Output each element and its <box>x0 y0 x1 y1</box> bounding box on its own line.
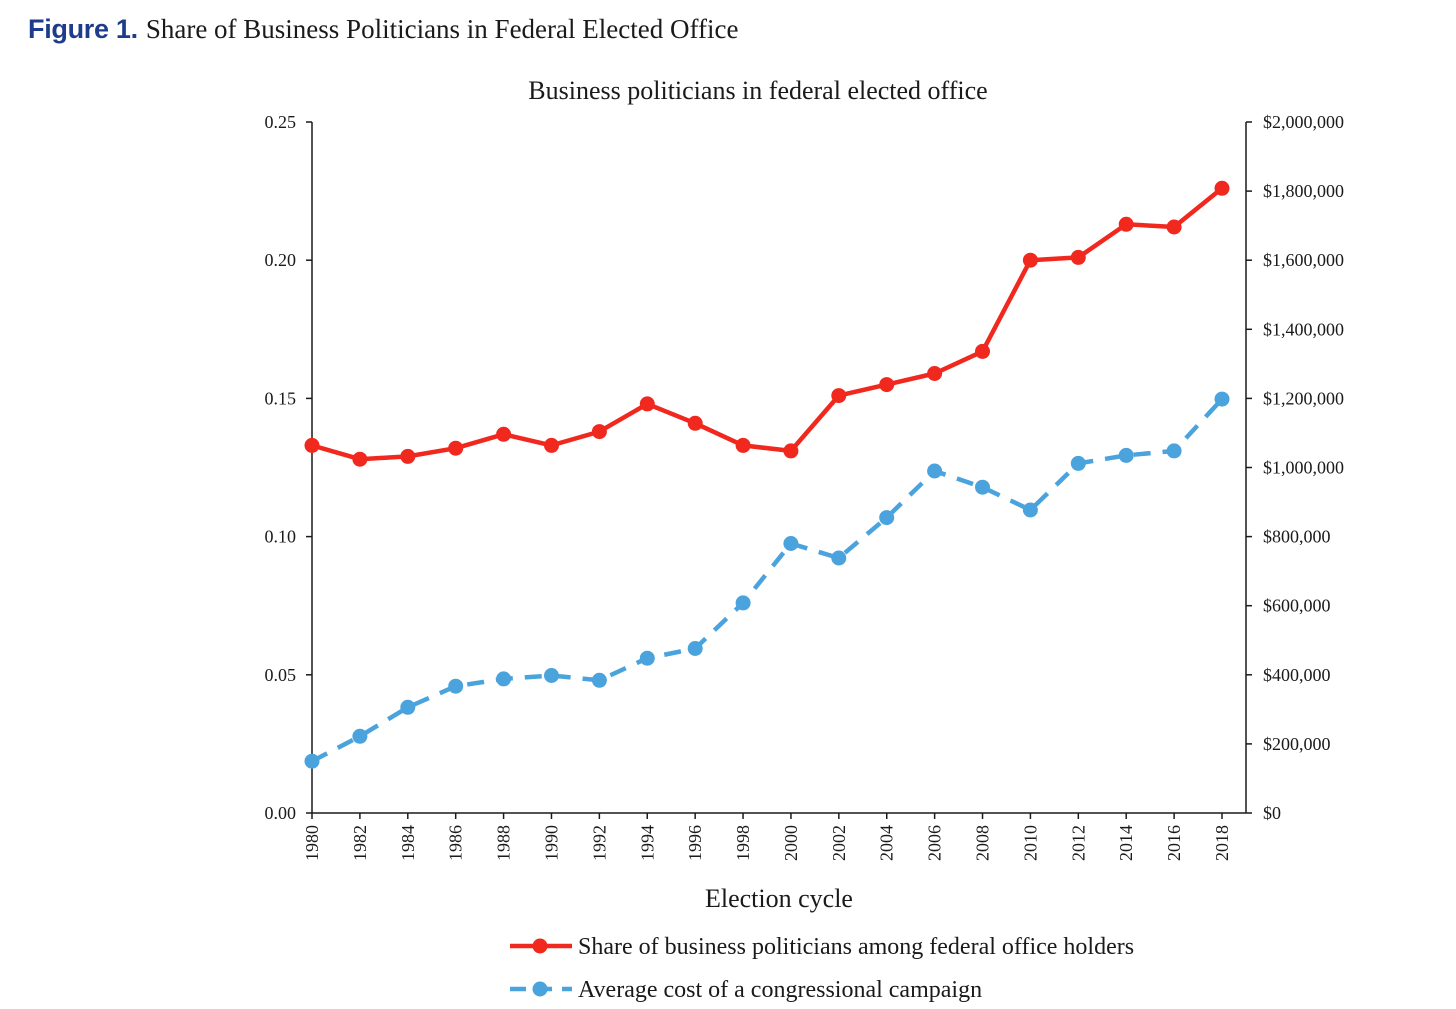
chart-title: Business politicians in federal elected … <box>528 76 987 105</box>
y-tick-label-left: 0.00 <box>265 803 297 823</box>
x-tick-label: 1996 <box>685 825 705 861</box>
axes: 0.00 0.05 0.10 0.15 0.20 0.25 $0 $200,000 $400,0… <box>265 112 1345 861</box>
x-tick-label: 2016 <box>1164 825 1184 861</box>
series-2-point <box>1022 502 1038 518</box>
legend-swatch-marker <box>532 938 548 954</box>
figure-header: Figure 1. Share of Business Politicians i… <box>28 14 738 54</box>
y-tick-label-left: 0.05 <box>265 665 297 685</box>
x-tick-label: 1988 <box>494 825 514 861</box>
series-1-point <box>975 343 990 359</box>
x-axis-title: Election cycle <box>705 884 853 913</box>
series-1-point <box>831 388 847 404</box>
x-tick-label: 1982 <box>350 825 370 861</box>
x-tick-label: 2012 <box>1068 825 1088 861</box>
x-tick-label: 1986 <box>446 825 466 861</box>
x-tick-label: 2002 <box>829 825 849 861</box>
series-2-point <box>927 463 943 479</box>
x-tick-label: 1994 <box>637 825 657 861</box>
series-2-point <box>1214 391 1230 407</box>
series-2-point <box>496 671 512 687</box>
y-tick-label-left: 0.10 <box>265 527 297 547</box>
x-tick-label: 2006 <box>925 825 945 861</box>
x-tick-label: 2014 <box>1116 825 1136 861</box>
x-tick-label: 2004 <box>877 825 897 861</box>
x-tick-label: 1984 <box>398 825 418 861</box>
y-tick-label-right: $600,000 <box>1263 596 1331 616</box>
series-1-point <box>544 437 559 453</box>
series-1-point <box>1070 249 1086 265</box>
series-2-point <box>1166 443 1182 459</box>
x-tick-label: 1990 <box>541 825 561 861</box>
series-1-point <box>1118 216 1134 232</box>
series-1-line <box>311 186 1224 462</box>
series-2-point <box>1118 447 1134 463</box>
series-1-point <box>400 448 416 464</box>
series-1-point <box>304 437 320 453</box>
series-2-point <box>831 550 847 566</box>
figure-label: Figure 1. <box>28 14 138 44</box>
y-tick-label-left: 0.15 <box>265 388 297 408</box>
series-1-point <box>783 443 799 459</box>
y-tick-label-right: $1,200,000 <box>1263 388 1344 408</box>
y-tick-label-left: 0.20 <box>265 250 297 270</box>
x-tick-label: 2000 <box>781 825 801 861</box>
series-2-point <box>400 699 416 715</box>
y-tick-label-right: $1,600,000 <box>1263 250 1344 270</box>
x-tick-label: 1998 <box>733 825 753 861</box>
series-2-point <box>783 536 799 551</box>
y-tick-label-right: $400,000 <box>1263 665 1331 685</box>
x-tick-label: 2010 <box>1020 825 1040 861</box>
series-2-point <box>975 479 990 495</box>
legend-item-2: Average cost of a congressional campaign <box>510 977 982 1003</box>
x-tick-label: 1980 <box>302 825 322 861</box>
x-tick-label: 2018 <box>1212 825 1232 861</box>
series-2-point <box>735 595 751 611</box>
series-1-point <box>591 424 607 440</box>
series-1-point <box>687 415 703 431</box>
series-2-point <box>544 668 559 683</box>
y-tick-label-right: $800,000 <box>1263 527 1331 547</box>
series-2-line <box>310 397 1224 764</box>
series-1-point <box>735 437 751 453</box>
legend-swatch-marker <box>532 981 548 997</box>
y-tick-label-left: 0.25 <box>265 112 297 132</box>
series-2-point <box>352 728 368 744</box>
series-1-point <box>352 451 368 467</box>
series-2 <box>304 391 1230 769</box>
y-tick-label-right: $1,000,000 <box>1263 458 1344 478</box>
legend-item-1: Share of business politicians among fede… <box>510 934 1134 960</box>
series-1-point <box>1214 180 1230 196</box>
y-tick-label-right: $200,000 <box>1263 734 1331 754</box>
legend-label: Share of business politicians among fede… <box>578 934 1134 960</box>
series-1-point <box>1166 219 1182 235</box>
series-2-point <box>687 641 703 656</box>
series-2-point <box>639 650 655 666</box>
legend: Share of business politicians among fede… <box>510 934 1134 1003</box>
plot-area <box>304 180 1230 769</box>
x-tick-label: 1992 <box>589 825 609 861</box>
series-1-point <box>496 426 512 442</box>
y-tick-label-right: $2,000,000 <box>1263 112 1344 132</box>
figure-title: Share of Business Politicians in Federal… <box>145 14 739 44</box>
series-1-point <box>879 377 895 393</box>
series-2-point <box>448 678 464 694</box>
series-1-point <box>448 440 464 456</box>
x-tick-label: 2008 <box>973 825 993 861</box>
series-2-point <box>879 510 895 526</box>
y-tick-label-right: $1,400,000 <box>1263 319 1344 339</box>
series-1-point <box>927 366 943 381</box>
series-1-point <box>1022 252 1038 268</box>
y-tick-label-right: $0 <box>1263 803 1281 823</box>
series-2-point <box>591 672 607 688</box>
series-2-point <box>304 753 320 769</box>
series-1-point <box>639 396 655 412</box>
series-2-point <box>1070 455 1086 471</box>
series-1 <box>304 180 1230 467</box>
y-tick-label-right: $1,800,000 <box>1263 181 1344 201</box>
legend-label: Average cost of a congressional campaign <box>578 977 982 1003</box>
